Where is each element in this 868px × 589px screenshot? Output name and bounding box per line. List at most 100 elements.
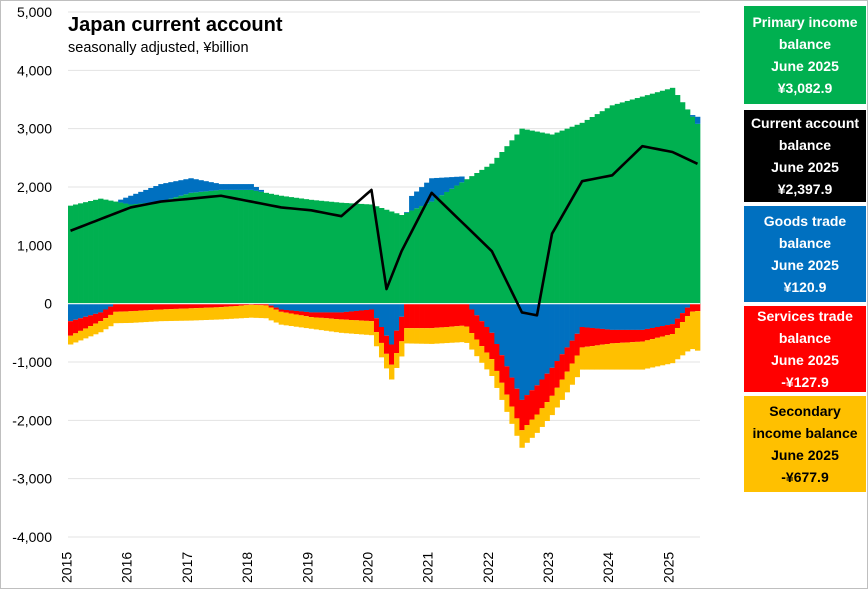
bar-goods-trade-balance (424, 182, 430, 204)
bar-services-trade-balance (323, 312, 330, 319)
bar-primary-income-balance (308, 199, 315, 304)
bar-goods-trade-balance (384, 303, 390, 336)
bar-goods-trade-balance (624, 303, 631, 330)
x-tick-label: 2021 (420, 552, 436, 583)
y-axis-ticks: 5,000 4,000 3,000 2,000 1,000 0 -1,000 -2,000 -3… (12, 4, 52, 545)
bar-primary-income-balance (549, 134, 555, 304)
bar-goods-trade-balance (278, 303, 285, 310)
bar-primary-income-balance (689, 116, 696, 304)
bar-goods-trade-balance (539, 303, 545, 380)
bar-goods-trade-balance (233, 184, 239, 190)
bar-primary-income-balance (399, 215, 405, 304)
bar-secondary-income-balance (649, 339, 656, 368)
bar-primary-income-balance (238, 189, 244, 304)
bar-goods-trade-balance (98, 303, 104, 313)
bar-goods-trade-balance (659, 303, 666, 327)
y-tick-label: 5,000 (17, 4, 52, 20)
bar-goods-trade-balance (664, 303, 671, 326)
bar-secondary-income-balance (654, 337, 661, 367)
bar-goods-trade-balance (103, 303, 109, 310)
bar-goods-trade-balance (283, 303, 290, 310)
bar-goods-trade-balance (68, 303, 74, 322)
bar-goods-trade-balance (654, 303, 661, 327)
bar-primary-income-balance (158, 201, 164, 304)
bar-services-trade-balance (333, 312, 340, 320)
bar-secondary-income-balance (614, 343, 621, 370)
x-axis-ticks: 2015 2016 2017 2018 2019 2020 2021 2022 2023 2024… (59, 552, 677, 583)
bar-services-trade-balance (559, 354, 565, 380)
bar-primary-income-balance (384, 209, 390, 304)
bar-primary-income-balance (519, 128, 525, 304)
bar-secondary-income-balance (584, 346, 590, 370)
bar-services-trade-balance (629, 329, 636, 343)
bar-goods-trade-balance (363, 303, 370, 310)
x-tick-label: 2015 (59, 552, 75, 583)
bar-secondary-income-balance (474, 339, 480, 357)
bar-secondary-income-balance (108, 314, 114, 327)
bar-services-trade-balance (83, 316, 89, 329)
bar-services-trade-balance (98, 312, 104, 322)
bar-services-trade-balance (459, 303, 465, 326)
bar-primary-income-balance (434, 198, 440, 304)
bar-goods-trade-balance (303, 303, 310, 312)
x-tick-label: 2019 (299, 552, 315, 583)
bar-services-trade-balance (404, 303, 410, 329)
bar-secondary-income-balance (644, 340, 651, 369)
bar-primary-income-balance (569, 126, 575, 304)
bar-services-trade-balance (424, 303, 430, 329)
bar-services-trade-balance (389, 344, 395, 365)
bar-services-trade-balance (218, 303, 224, 308)
bar-primary-income-balance (424, 203, 430, 304)
bar-secondary-income-balance (218, 307, 224, 320)
bar-goods-trade-balance (459, 176, 465, 183)
bar-secondary-income-balance (414, 328, 420, 344)
bar-secondary-income-balance (208, 307, 214, 320)
bar-secondary-income-balance (318, 317, 325, 331)
bar-primary-income-balance (83, 202, 89, 304)
bar-goods-trade-balance (649, 303, 656, 328)
bar-secondary-income-balance (113, 311, 119, 324)
legend-secondary-line2: income balance (752, 425, 858, 441)
bar-goods-trade-balance (559, 303, 565, 355)
bar-primary-income-balance (263, 192, 269, 304)
bar-primary-income-balance (639, 96, 646, 304)
bar-primary-income-balance (389, 211, 395, 304)
bar-secondary-income-balance (238, 305, 244, 319)
bar-services-trade-balance (679, 313, 686, 323)
y-tick-label: 0 (44, 296, 52, 312)
bar-secondary-income-balance (589, 346, 596, 370)
bar-goods-trade-balance (128, 195, 134, 205)
bar-primary-income-balance (98, 198, 104, 304)
bar-goods-trade-balance (449, 177, 455, 189)
bar-services-trade-balance (634, 329, 641, 342)
bar-goods-trade-balance (353, 303, 360, 311)
bar-goods-trade-balance (318, 303, 325, 313)
bar-services-trade-balance (103, 309, 109, 319)
bar-secondary-income-balance (193, 308, 199, 321)
bar-services-trade-balance (644, 328, 651, 341)
bar-goods-trade-balance (188, 178, 194, 193)
bar-services-trade-balance (409, 303, 415, 329)
bar-secondary-income-balance (278, 311, 285, 325)
bar-secondary-income-balance (499, 382, 505, 400)
bar-services-trade-balance (158, 303, 164, 310)
bar-goods-trade-balance (298, 303, 305, 312)
bar-services-trade-balance (253, 303, 259, 306)
bar-services-trade-balance (303, 311, 310, 317)
bar-goods-trade-balance (519, 303, 525, 400)
bar-primary-income-balance (534, 131, 540, 304)
bar-primary-income-balance (664, 89, 671, 304)
bar-services-trade-balance (669, 324, 676, 334)
bar-secondary-income-balance (694, 311, 701, 351)
bar-primary-income-balance (429, 201, 435, 304)
bar-services-trade-balance (479, 321, 485, 347)
bar-services-trade-balance (594, 328, 601, 346)
legend-services-value: -¥127.9 (781, 374, 829, 390)
bar-secondary-income-balance (544, 402, 550, 422)
bar-goods-trade-balance (644, 303, 651, 329)
bar-primary-income-balance (103, 199, 109, 304)
x-tick-label: 2022 (480, 552, 496, 583)
bar-secondary-income-balance (88, 326, 94, 337)
bar-services-trade-balance (494, 344, 500, 371)
bar-services-trade-balance (278, 309, 285, 312)
